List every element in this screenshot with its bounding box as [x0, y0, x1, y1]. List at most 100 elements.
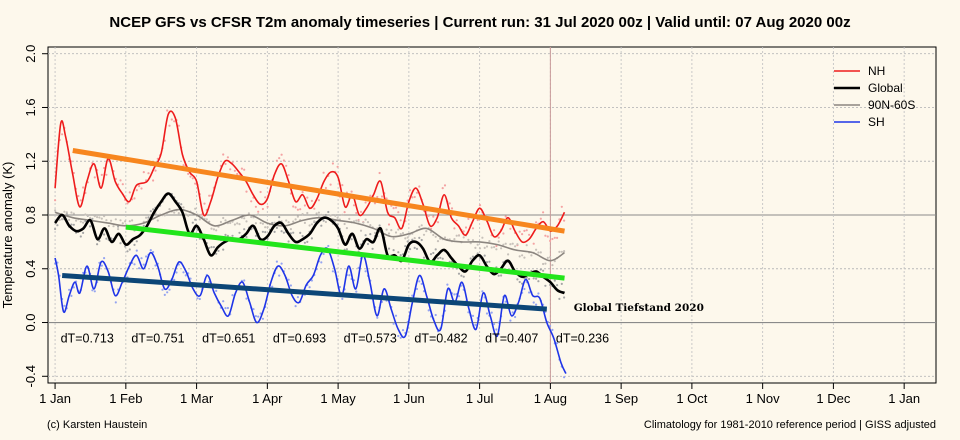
daily-point-global — [310, 237, 313, 240]
daily-point-nh — [166, 109, 169, 112]
daily-point-nh — [229, 168, 232, 171]
daily-point-90n-60s — [324, 220, 327, 224]
daily-point-nh — [257, 210, 260, 213]
daily-point-nh — [126, 202, 129, 205]
daily-point-90n-60s — [530, 254, 533, 257]
daily-point-90n-60s — [516, 243, 519, 246]
daily-point-global — [243, 228, 246, 231]
daily-point-90n-60s — [205, 218, 208, 221]
daily-point-90n-60s — [364, 218, 367, 221]
daily-point-sh — [68, 288, 71, 291]
daily-point-nh — [226, 156, 229, 159]
daily-point-global — [469, 257, 472, 260]
daily-point-sh — [145, 255, 148, 258]
daily-point-90n-60s — [215, 229, 218, 232]
daily-point-90n-60s — [238, 223, 241, 226]
series-line-global — [54, 192, 565, 295]
daily-point-global — [488, 260, 491, 263]
daily-point-global — [261, 230, 264, 233]
daily-point-sh — [411, 294, 414, 297]
daily-point-90n-60s — [369, 224, 372, 227]
daily-point-global — [537, 280, 540, 283]
daily-point-90n-60s — [308, 224, 311, 227]
daily-point-sh — [376, 316, 379, 319]
daily-point-90n-60s — [334, 214, 337, 217]
daily-point-global — [542, 269, 545, 272]
daily-point-nh — [54, 199, 57, 202]
daily-point-nh — [208, 194, 211, 197]
daily-point-90n-60s — [434, 235, 437, 238]
daily-point-nh — [455, 219, 458, 222]
daily-point-90n-60s — [511, 242, 514, 245]
daily-point-global — [278, 216, 281, 219]
daily-point-sh — [364, 270, 367, 273]
daily-point-sh — [275, 260, 278, 263]
daily-point-90n-60s — [478, 247, 482, 250]
daily-point-90n-60s — [303, 221, 306, 224]
daily-point-sh — [485, 312, 489, 315]
daily-point-90n-60s — [355, 219, 358, 222]
daily-point-90n-60s — [63, 210, 66, 213]
daily-point-nh — [224, 162, 227, 166]
daily-point-global — [413, 246, 416, 249]
daily-point-90n-60s — [497, 240, 500, 243]
daily-point-nh — [464, 226, 468, 229]
daily-point-sh — [481, 290, 484, 293]
daily-point-nh — [336, 165, 339, 168]
dt-labels: dT=0.713 dT=0.751 dT=0.651 dT=0.693 dT=0.573… — [61, 332, 610, 346]
daily-point-90n-60s — [476, 243, 479, 246]
y-tick-label: 0.8 — [23, 206, 38, 224]
daily-point-global — [518, 280, 521, 284]
daily-point-sh — [114, 301, 117, 304]
daily-point-90n-60s — [366, 221, 370, 224]
daily-point-sh — [511, 311, 514, 314]
daily-point-sh — [420, 282, 423, 285]
daily-point-global — [126, 250, 129, 253]
daily-point-90n-60s — [107, 224, 110, 228]
daily-point-global — [105, 237, 108, 240]
daily-point-global — [434, 248, 437, 251]
daily-point-90n-60s — [542, 262, 545, 266]
daily-point-nh — [79, 199, 82, 202]
daily-point-sh — [103, 257, 106, 260]
daily-point-sh — [397, 334, 400, 338]
x-axis: 1 Jan 1 Feb 1 Mar 1 Apr 1 May 1 Jun 1 Jul 1 Aug… — [39, 383, 920, 406]
daily-point-90n-60s — [518, 255, 521, 258]
daily-point-90n-60s — [320, 213, 323, 216]
daily-point-nh — [303, 204, 306, 207]
daily-point-90n-60s — [523, 256, 526, 259]
daily-point-nh — [100, 173, 103, 176]
daily-point-nh — [504, 215, 507, 218]
daily-point-global — [371, 247, 374, 250]
daily-point-global — [292, 231, 295, 234]
daily-point-sh — [166, 291, 169, 294]
daily-point-90n-60s — [229, 221, 232, 225]
daily-point-90n-60s — [72, 212, 75, 215]
daily-point-nh — [313, 207, 316, 210]
trend-lines — [61, 148, 565, 312]
dt-label: dT=0.713 — [61, 332, 114, 346]
daily-point-90n-60s — [425, 230, 428, 233]
daily-point-global — [147, 216, 150, 219]
daily-point-nh — [154, 169, 157, 172]
daily-point-90n-60s — [544, 262, 547, 265]
daily-point-sh — [168, 288, 171, 291]
daily-point-sh — [163, 293, 166, 296]
daily-point-global — [420, 238, 423, 242]
daily-point-global — [485, 261, 489, 264]
daily-point-nh — [369, 194, 372, 197]
daily-point-90n-60s — [184, 213, 187, 216]
daily-point-nh — [509, 227, 512, 230]
daily-point-90n-60s — [61, 217, 64, 220]
footer-climatology: Climatology for 1981-2010 reference peri… — [644, 419, 936, 431]
daily-point-global — [215, 252, 218, 255]
daily-point-global — [556, 284, 559, 287]
daily-point-nh — [436, 221, 440, 224]
daily-point-global — [289, 232, 292, 235]
daily-point-90n-60s — [429, 231, 433, 234]
daily-point-90n-60s — [98, 216, 101, 219]
daily-point-sh — [551, 328, 554, 331]
daily-point-global — [532, 277, 535, 280]
daily-point-nh — [525, 229, 528, 232]
